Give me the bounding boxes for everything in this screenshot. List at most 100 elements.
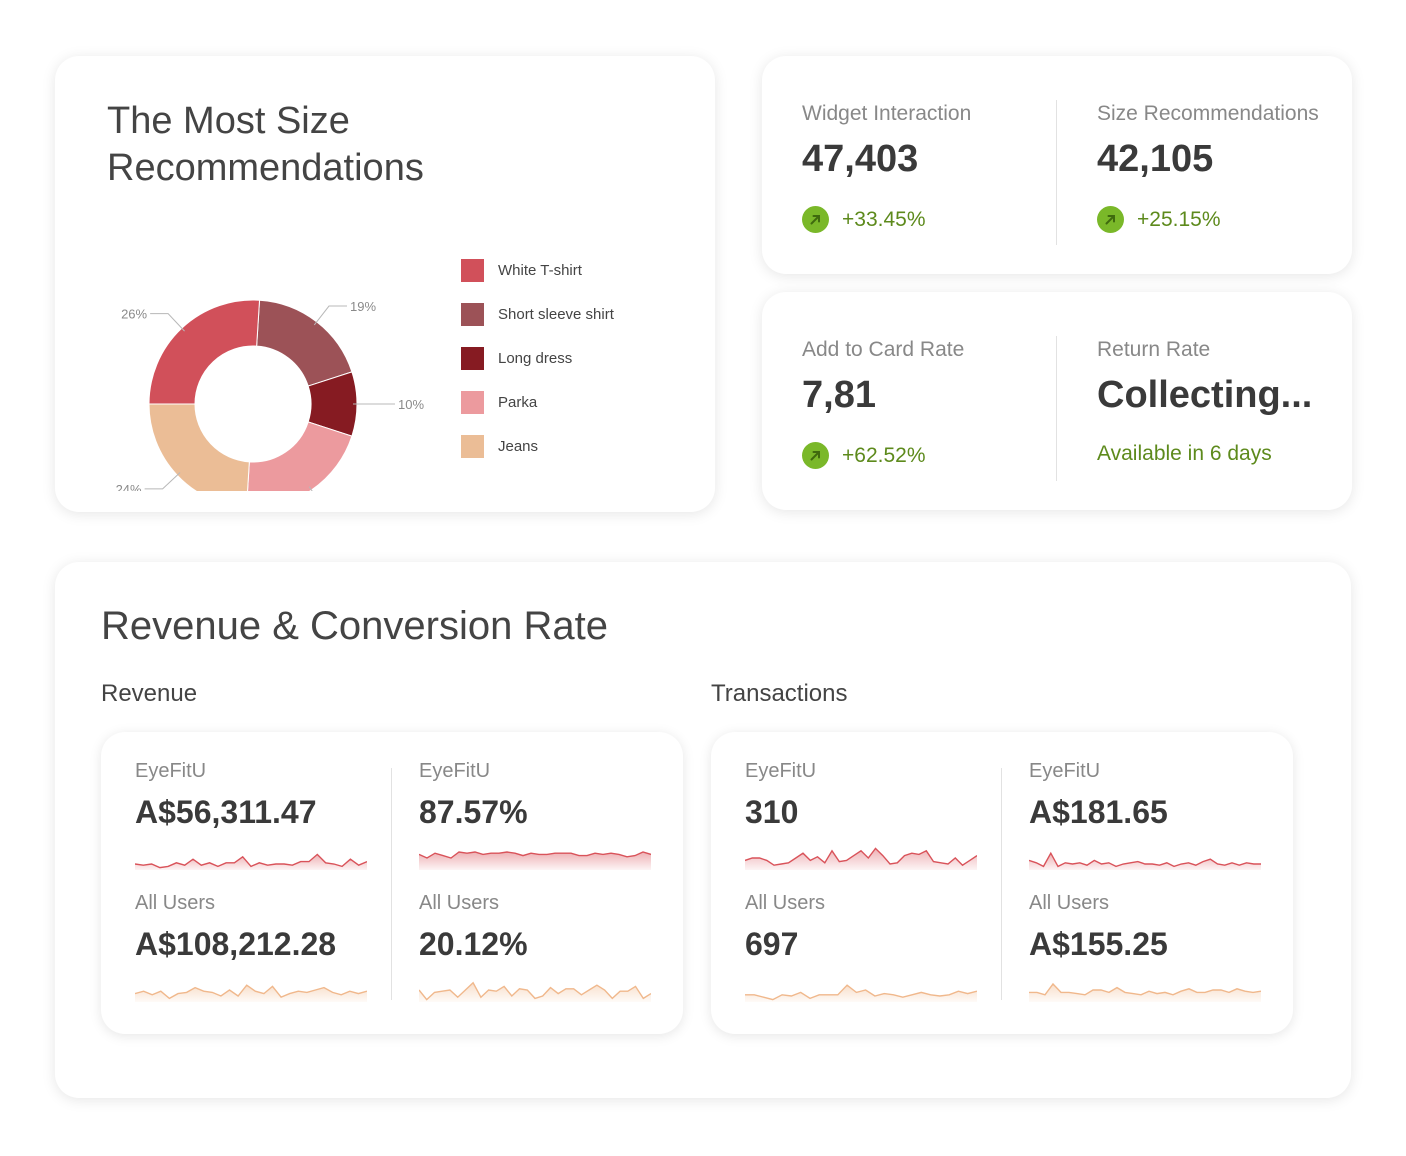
sparkline — [419, 851, 651, 870]
metric-value: A$155.25 — [1029, 926, 1168, 962]
stat-delta-text: +62.52% — [842, 443, 926, 467]
metric-label: All Users — [419, 892, 500, 914]
title-line-2: Recommendations — [107, 147, 424, 189]
metric-value: A$56,311.47 — [135, 794, 317, 830]
metric-cell: All Users 697 — [745, 892, 977, 1002]
stat-value: 47,403 — [802, 138, 919, 180]
divider — [1001, 768, 1002, 1000]
donut-value-label: 24% — [116, 482, 142, 491]
stat-value: 7,81 — [802, 374, 876, 416]
legend-swatch — [461, 302, 484, 326]
legend-label: Short sleeve shirt — [498, 305, 614, 323]
sparkline-line — [419, 981, 651, 1001]
legend-swatch — [461, 258, 484, 282]
legend-item: White T-shirt — [461, 248, 614, 292]
sparkline-line — [1029, 982, 1261, 996]
sparkline — [745, 847, 977, 870]
sparkline-line — [419, 851, 651, 859]
metric-cell: EyeFitU A$56,311.47 — [135, 760, 367, 870]
legend-label: Jeans — [498, 437, 539, 455]
divider — [1056, 336, 1057, 481]
metric-label: All Users — [135, 892, 216, 914]
section-label-transactions: Transactions — [711, 680, 848, 707]
sparkline-line — [135, 984, 367, 1000]
donut-value-label: 10% — [398, 397, 424, 412]
legend-item: Jeans — [461, 424, 614, 468]
metric-label: EyeFitU — [1029, 760, 1101, 782]
stat-add-to-card-rate: Add to Card Rate 7,81 +62.52% — [762, 292, 1032, 510]
metric-cell: All Users A$155.25 — [1029, 892, 1261, 1002]
sparkline-area — [1029, 853, 1261, 870]
stat-label: Add to Card Rate — [802, 338, 965, 361]
revenue-conversion-card: Revenue & Conversion Rate Revenue EyeFit… — [55, 562, 1351, 1098]
stat-return-rate: Return Rate Collecting... Available in 6… — [1057, 292, 1327, 510]
legend-label: Parka — [498, 393, 538, 411]
divider — [1056, 100, 1057, 245]
chart-legend: White T-shirt Short sleeve shirt Long dres… — [461, 248, 614, 468]
stats-card-top: Widget Interaction 47,403 +33.45% Size R… — [762, 56, 1352, 274]
stat-note: Available in 6 days — [1097, 442, 1272, 466]
stat-widget-interaction: Widget Interaction 47,403 +33.45% — [762, 56, 1032, 274]
sparkline — [1029, 851, 1261, 870]
sparkline — [135, 984, 367, 1002]
legend-item: Parka — [461, 380, 614, 424]
transactions-panel: EyeFitU 310 EyeFitU A$181.65 All Users 6… — [711, 732, 1293, 1034]
legend-swatch — [461, 434, 484, 458]
sparkline — [419, 981, 651, 1002]
metric-label: All Users — [1029, 892, 1110, 914]
donut-slice-white-t-shirt — [148, 299, 261, 405]
sparkline — [135, 853, 367, 870]
sparkline-area — [135, 854, 367, 870]
leader-line — [144, 472, 181, 490]
stat-label: Size Recommendations — [1097, 102, 1319, 125]
metric-value: 310 — [745, 794, 799, 830]
metric-value: 20.12% — [419, 926, 528, 962]
legend-item: Short sleeve shirt — [461, 292, 614, 336]
metric-cell: All Users A$108,212.28 — [135, 892, 367, 1002]
section-label-revenue: Revenue — [101, 680, 198, 707]
stat-delta-text: +25.15% — [1137, 207, 1221, 231]
metric-value: A$181.65 — [1029, 794, 1168, 830]
sparkline-line — [135, 853, 367, 869]
stat-delta: +25.15% — [1097, 206, 1221, 233]
arrow-up-right-icon — [1097, 206, 1124, 233]
stat-delta: +62.52% — [802, 442, 926, 469]
sparkline-line — [745, 984, 977, 1001]
sparkline-area — [419, 852, 651, 870]
metric-label: EyeFitU — [419, 760, 491, 782]
stat-delta: +33.45% — [802, 206, 926, 233]
metric-cell: EyeFitU 310 — [745, 760, 977, 870]
size-recommendations-card: The Most Size Recommendations 19%10%21%2… — [55, 56, 715, 512]
metric-cell: EyeFitU A$181.65 — [1029, 760, 1261, 870]
donut-value-label: 19% — [350, 299, 376, 314]
sparkline-area — [419, 982, 651, 1002]
revenue-panel: EyeFitU A$56,311.47 EyeFitU 87.57% All U… — [101, 732, 683, 1034]
donut-card-title: The Most Size Recommendations — [107, 98, 424, 192]
stat-label: Widget Interaction — [802, 102, 972, 125]
metric-label: All Users — [745, 892, 826, 914]
legend-item: Long dress — [461, 336, 614, 380]
revenue-card-title: Revenue & Conversion Rate — [101, 604, 608, 648]
donut-slice-jeans — [148, 403, 250, 491]
donut-slice-parka — [247, 421, 353, 491]
stat-value: 42,105 — [1097, 138, 1214, 180]
leader-line — [150, 313, 185, 332]
arrow-up-right-icon — [802, 442, 829, 469]
legend-label: Long dress — [498, 349, 573, 367]
sparkline-line — [1029, 851, 1261, 868]
metric-value: A$108,212.28 — [135, 926, 337, 962]
stat-size-recommendations: Size Recommendations 42,105 +25.15% — [1057, 56, 1327, 274]
stat-value: Collecting... — [1097, 374, 1313, 416]
sparkline-line — [745, 847, 977, 867]
stat-note-text: Available in 6 days — [1097, 442, 1272, 465]
donut-value-label: 26% — [121, 307, 147, 322]
stats-card-bottom: Add to Card Rate 7,81 +62.52% Return Rat… — [762, 292, 1352, 510]
metric-label: EyeFitU — [745, 760, 817, 782]
metric-cell: All Users 20.12% — [419, 892, 651, 1002]
arrow-up-right-icon — [802, 206, 829, 233]
divider — [391, 768, 392, 1000]
donut-chart: 19%10%21%24%26% — [116, 299, 424, 491]
metric-value: 87.57% — [419, 794, 528, 830]
metric-cell: EyeFitU 87.57% — [419, 760, 651, 870]
leader-line — [313, 305, 348, 326]
